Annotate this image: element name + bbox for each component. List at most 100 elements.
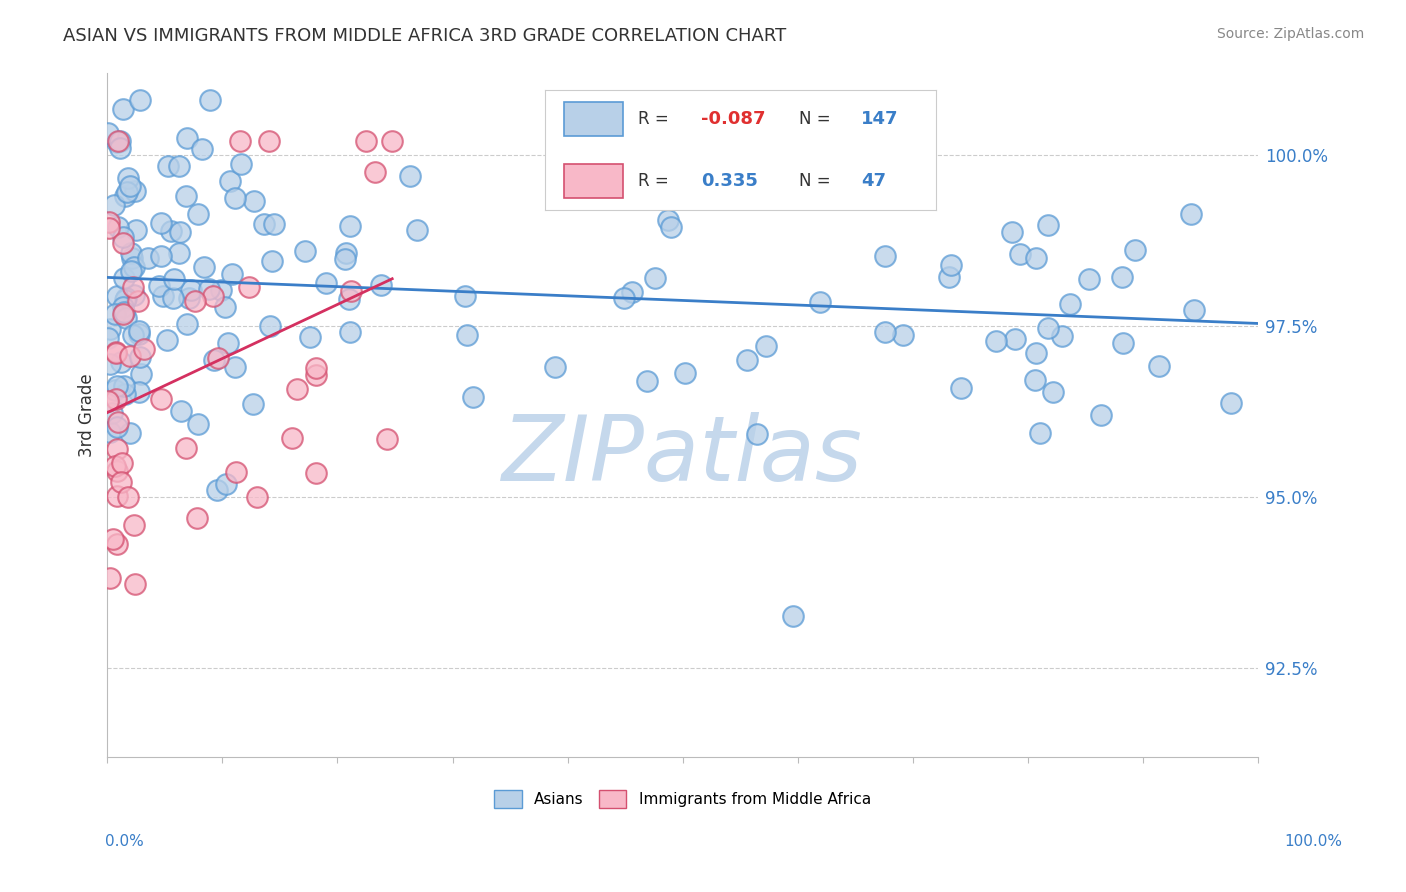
Point — [169, 225, 191, 239]
Point — [1059, 297, 1081, 311]
Point — [1077, 271, 1099, 285]
Point — [98, 321, 121, 335]
Point — [262, 254, 284, 268]
Point — [398, 169, 420, 184]
Point — [221, 267, 243, 281]
Point — [891, 328, 914, 343]
Point — [128, 324, 150, 338]
Text: 0.0%: 0.0% — [105, 834, 145, 849]
Point — [122, 260, 145, 275]
Point — [745, 427, 768, 442]
Point — [136, 252, 159, 266]
Point — [217, 336, 239, 351]
Point — [112, 271, 135, 285]
Point — [735, 352, 758, 367]
Point — [381, 134, 404, 148]
Point — [1036, 218, 1059, 232]
Point — [124, 288, 146, 302]
Point — [104, 383, 127, 397]
Point — [225, 465, 247, 479]
Point — [98, 357, 121, 371]
Point — [187, 417, 209, 431]
Point — [120, 245, 142, 260]
Point — [755, 339, 778, 353]
Point — [98, 425, 121, 439]
Point — [224, 191, 246, 205]
Point — [370, 278, 392, 293]
Point — [1182, 302, 1205, 317]
Point — [209, 284, 232, 298]
Point — [202, 289, 225, 303]
Point — [544, 359, 567, 374]
Point — [949, 381, 972, 395]
Point — [1004, 332, 1026, 346]
Point — [101, 532, 124, 546]
Point — [253, 217, 276, 231]
Point — [108, 141, 131, 155]
Point — [121, 251, 143, 265]
Point — [1036, 321, 1059, 335]
Point — [1112, 335, 1135, 350]
Point — [160, 224, 183, 238]
Point — [1111, 270, 1133, 285]
Point — [149, 392, 172, 406]
Point — [115, 291, 138, 305]
Point — [129, 350, 152, 364]
Point — [461, 391, 484, 405]
Point — [242, 397, 264, 411]
Point — [105, 537, 128, 551]
Point — [229, 157, 252, 171]
Point — [97, 215, 120, 229]
Point — [1025, 252, 1047, 266]
Point — [224, 360, 246, 375]
Point — [163, 272, 186, 286]
Point — [873, 249, 896, 263]
Point — [337, 292, 360, 306]
Point — [105, 490, 128, 504]
Text: Source: ZipAtlas.com: Source: ZipAtlas.com — [1216, 27, 1364, 41]
Point — [120, 425, 142, 440]
Point — [205, 483, 228, 498]
Point — [176, 131, 198, 145]
Point — [238, 280, 260, 294]
Point — [354, 134, 377, 148]
Point — [1008, 247, 1031, 261]
Point — [339, 219, 361, 234]
Point — [120, 264, 142, 278]
Point — [111, 102, 134, 116]
Point — [257, 134, 280, 148]
Point — [304, 466, 326, 480]
Point — [1028, 426, 1050, 441]
Point — [117, 490, 139, 504]
Point — [193, 260, 215, 275]
Point — [1147, 359, 1170, 373]
Point — [128, 384, 150, 399]
Point — [112, 230, 135, 244]
Point — [187, 207, 209, 221]
Point — [97, 394, 120, 409]
Point — [176, 318, 198, 332]
Point — [105, 136, 128, 150]
Point — [607, 150, 630, 164]
Point — [673, 366, 696, 380]
Point — [118, 178, 141, 193]
Point — [128, 93, 150, 107]
Text: ZIPatlas: ZIPatlas — [502, 412, 863, 500]
Point — [111, 456, 134, 470]
Point — [107, 220, 129, 235]
Point — [112, 307, 135, 321]
Point — [621, 285, 644, 300]
Point — [198, 93, 221, 107]
Point — [405, 223, 427, 237]
Point — [114, 387, 136, 401]
Point — [207, 351, 229, 366]
Point — [107, 415, 129, 429]
Point — [280, 431, 302, 445]
Point — [174, 441, 197, 455]
Point — [375, 432, 398, 446]
Point — [218, 174, 240, 188]
Point — [1025, 345, 1047, 359]
Point — [190, 142, 212, 156]
Point — [186, 511, 208, 525]
Point — [124, 184, 146, 198]
